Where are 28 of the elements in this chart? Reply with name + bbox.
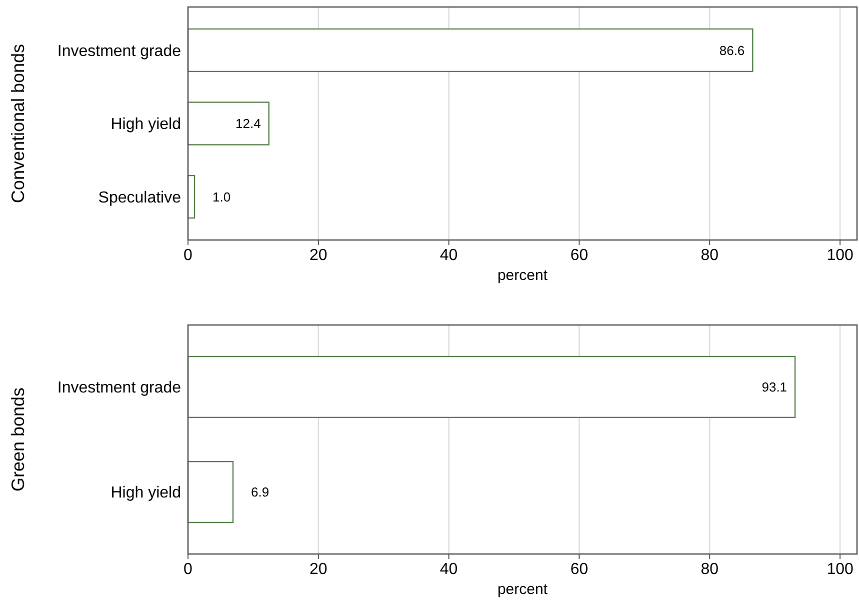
y-axis-title: Green bonds bbox=[8, 387, 28, 492]
x-tick-label: 0 bbox=[184, 247, 193, 264]
x-tick-label: 20 bbox=[310, 247, 328, 264]
data-label: 86.6 bbox=[719, 42, 745, 58]
x-tick-label: 0 bbox=[184, 561, 193, 578]
y-tick-label: Investment grade bbox=[57, 380, 182, 397]
data-label: 93.1 bbox=[762, 380, 788, 395]
bar bbox=[187, 102, 270, 146]
x-tick-label: 20 bbox=[310, 561, 328, 578]
data-label: 12.4 bbox=[236, 116, 261, 132]
x-axis-title: percent bbox=[497, 267, 548, 284]
x-tick-label: 100 bbox=[826, 561, 854, 578]
x-tick-label: 40 bbox=[440, 247, 458, 264]
x-axis-title: percent bbox=[497, 581, 548, 598]
y-axis-title: Conventional bonds bbox=[8, 44, 28, 204]
x-tick-label: 60 bbox=[570, 247, 588, 264]
x-tick-label: 80 bbox=[700, 561, 719, 578]
x-tick-label: 80 bbox=[700, 247, 719, 264]
x-tick-label: 40 bbox=[440, 561, 458, 578]
bar bbox=[187, 28, 754, 72]
data-label: 6.9 bbox=[250, 484, 270, 500]
y-tick-label: Investment grade bbox=[57, 42, 182, 60]
data-label: 1.0 bbox=[212, 189, 231, 204]
x-tick-label: 100 bbox=[826, 247, 854, 264]
y-tick-label: Speculative bbox=[98, 189, 182, 206]
y-tick-label: High yield bbox=[110, 116, 181, 134]
y-tick-label: High yield bbox=[110, 484, 181, 502]
x-tick-label: 60 bbox=[570, 561, 588, 578]
